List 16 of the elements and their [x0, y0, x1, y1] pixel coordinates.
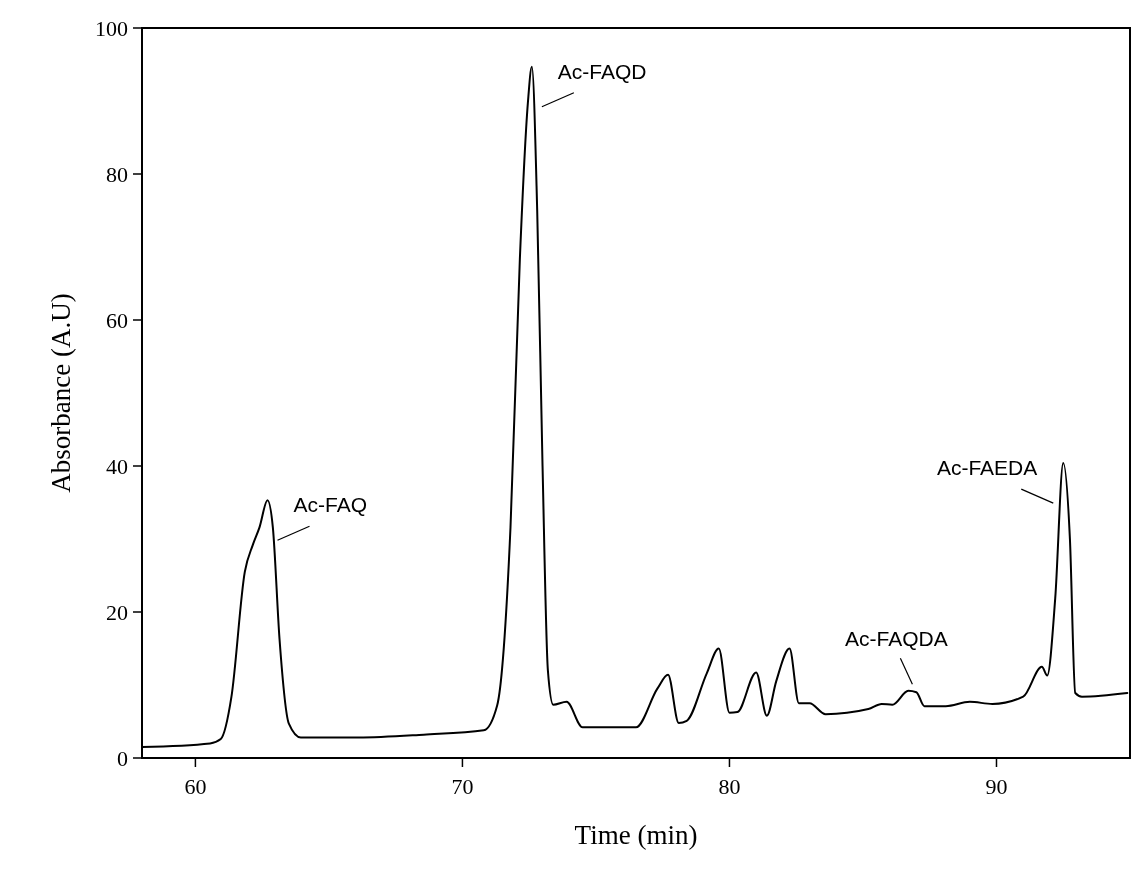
y-tick-label: 40 — [106, 453, 128, 479]
y-tick-label: 60 — [106, 307, 128, 333]
y-tick-label: 100 — [95, 15, 128, 41]
x-tick-label: 80 — [718, 774, 741, 799]
x-tick-label: 90 — [985, 774, 1008, 799]
annotation: Ac-FAQ — [293, 493, 368, 517]
y-axis-title: Absorbance (A.U) — [46, 293, 76, 493]
x-axis-title: Time (min) — [574, 820, 698, 850]
x-tick-label: 70 — [451, 774, 474, 799]
y-tick-label: 80 — [106, 161, 128, 187]
y-tick-label: 20 — [106, 599, 128, 625]
x-tick-label: 60 — [184, 774, 207, 799]
annotation: Ac-FAEDA — [936, 456, 1038, 480]
y-tick-label: 0 — [117, 745, 128, 771]
annotation: Ac-FAQDA — [845, 627, 948, 651]
annotation: Ac-FAQD — [557, 59, 647, 83]
